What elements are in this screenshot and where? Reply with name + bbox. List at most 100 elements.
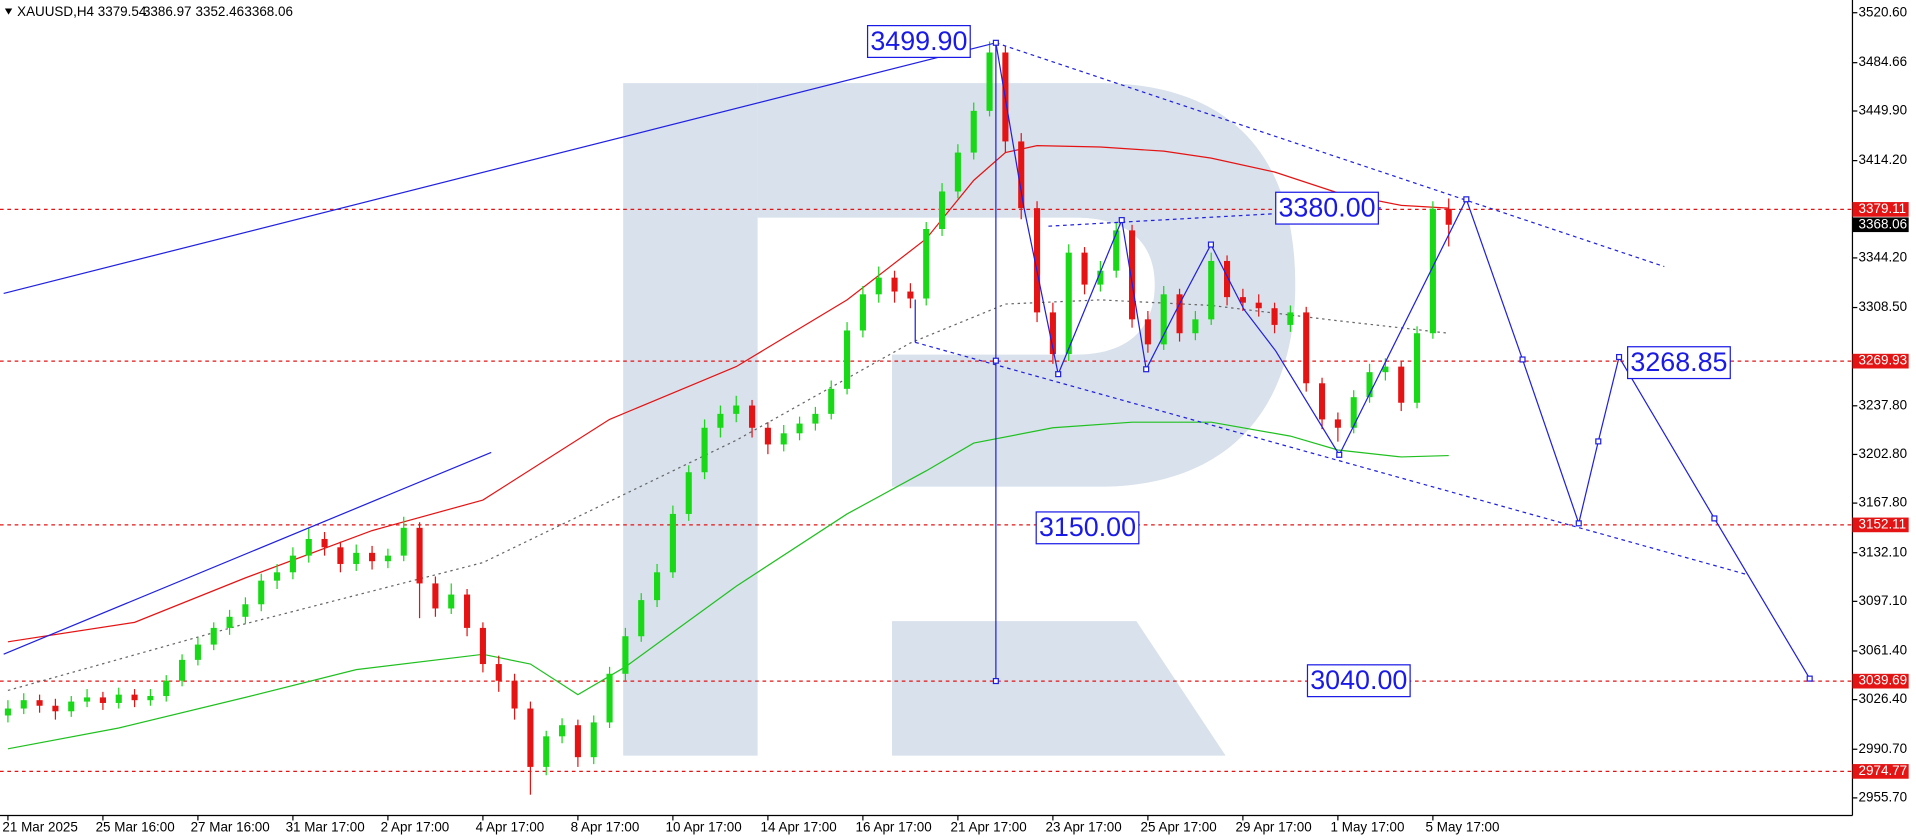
- candle-body: [1445, 208, 1452, 225]
- candle-body: [590, 722, 597, 758]
- annotation-box: [866, 24, 971, 59]
- candle-body: [20, 700, 27, 709]
- annotation-label: 3040.00: [1310, 665, 1407, 695]
- y-tick-label: 3132.10: [1859, 544, 1908, 559]
- candle-body: [353, 552, 360, 564]
- candle-body: [210, 627, 217, 645]
- candle-body: [1382, 366, 1389, 373]
- candle-body: [99, 697, 106, 703]
- price-tag-label: 3368.06: [1859, 216, 1908, 231]
- candle-body: [400, 527, 407, 556]
- candle-body: [1398, 366, 1405, 403]
- candle-body: [495, 664, 502, 681]
- y-tick-label: 3167.80: [1859, 495, 1908, 510]
- candle-body: [384, 555, 391, 562]
- candle-body: [258, 580, 265, 605]
- candle-body: [1224, 260, 1231, 298]
- level-tag-label: 2974.77: [1859, 763, 1908, 778]
- candle-body: [4, 708, 11, 716]
- candle-body: [701, 427, 708, 473]
- candle-body: [844, 330, 851, 389]
- candle-body: [907, 291, 914, 299]
- annotation-box: [1306, 664, 1411, 698]
- candle-body: [1144, 319, 1151, 345]
- y-tick-label: 2990.70: [1859, 741, 1908, 756]
- x-tick-label: 25 Mar 16:00: [96, 819, 175, 834]
- y-tick-label: 3520.60: [1859, 4, 1908, 19]
- x-tick-label: 31 Mar 17:00: [286, 819, 365, 834]
- x-tick-label: 27 Mar 16:00: [191, 819, 270, 834]
- header-open: 3379.54: [98, 4, 147, 19]
- candle-body: [717, 413, 724, 428]
- candle-body: [859, 294, 866, 331]
- candle-body: [432, 583, 439, 609]
- candle-body: [511, 680, 518, 709]
- candle-body: [163, 680, 170, 697]
- candle-body: [654, 572, 661, 601]
- x-tick-label: 1 May 17:00: [1331, 819, 1405, 834]
- annotation-box: [1627, 346, 1731, 380]
- candle-body: [986, 52, 993, 111]
- candle-body: [1303, 312, 1310, 384]
- annotation-box: [1035, 511, 1140, 545]
- analysis-drawings: [3, 39, 1813, 685]
- annotations: 3499.90 3380.00 3268.85 3150.00 3040.00: [866, 24, 1731, 698]
- candle-body: [685, 472, 692, 514]
- candle-body: [733, 405, 740, 414]
- y-tick-label: 2955.70: [1859, 789, 1908, 804]
- x-tick-label: 5 May 17:00: [1426, 819, 1500, 834]
- watermark: [623, 83, 1296, 756]
- level-tag-label: 3269.93: [1859, 353, 1908, 368]
- level-tag: [1852, 353, 1909, 369]
- candle-body: [1334, 419, 1341, 428]
- y-tick-label: 3344.20: [1859, 249, 1908, 264]
- candle-body: [669, 513, 676, 573]
- candle-body: [369, 552, 376, 562]
- candle-body: [796, 423, 803, 434]
- y-tick-label: 3097.10: [1859, 593, 1908, 608]
- candle-body: [84, 697, 91, 702]
- candle-body: [1208, 260, 1215, 320]
- candle-body: [194, 644, 201, 660]
- level-tag: [1852, 517, 1909, 533]
- candle-body: [1239, 297, 1246, 303]
- candle-body: [574, 725, 581, 758]
- annotation-label: 3380.00: [1278, 192, 1375, 222]
- x-tick-label: 23 Apr 17:00: [1046, 819, 1122, 834]
- candle-body: [954, 152, 961, 192]
- y-tick-label: 3237.80: [1859, 397, 1908, 412]
- header-close: 3368.06: [244, 4, 293, 19]
- candles: [4, 41, 1452, 795]
- candle-body: [147, 696, 154, 701]
- x-tick-label: 2 Apr 17:00: [381, 819, 450, 834]
- candle-body: [1350, 397, 1357, 428]
- price-tag: [1852, 217, 1909, 233]
- candle-body: [416, 527, 423, 584]
- candle-body: [1318, 383, 1326, 420]
- x-tick-label: 29 Apr 17:00: [1236, 819, 1312, 834]
- candle-body: [36, 700, 43, 706]
- candle-body: [1081, 252, 1088, 285]
- y-tick-label: 3202.80: [1859, 446, 1908, 461]
- x-tick-label: 16 Apr 17:00: [856, 819, 932, 834]
- y-tick-label: 3414.20: [1859, 152, 1908, 167]
- candle-body: [1065, 252, 1072, 355]
- y-tick-label: 3308.50: [1859, 299, 1908, 314]
- axes: 3520.60 3484.66 3449.90 3414.20 3344.20 3308.…: [2, 4, 1909, 834]
- level-tag: [1852, 764, 1909, 779]
- annotation-label: 3150.00: [1039, 512, 1136, 542]
- x-tick-label: 14 Apr 17:00: [761, 819, 837, 834]
- level-tag: [1852, 673, 1909, 689]
- x-tick-label: 25 Apr 17:00: [1141, 819, 1217, 834]
- candle-body: [527, 708, 534, 767]
- x-tick-label: 10 Apr 17:00: [666, 819, 742, 834]
- candle-body: [448, 594, 455, 609]
- candle-body: [289, 555, 296, 573]
- candle-body: [923, 229, 930, 299]
- header-high: 3386.97: [143, 4, 192, 19]
- candle-body: [337, 547, 344, 564]
- candle-body: [1255, 302, 1262, 309]
- candle-body: [479, 627, 486, 665]
